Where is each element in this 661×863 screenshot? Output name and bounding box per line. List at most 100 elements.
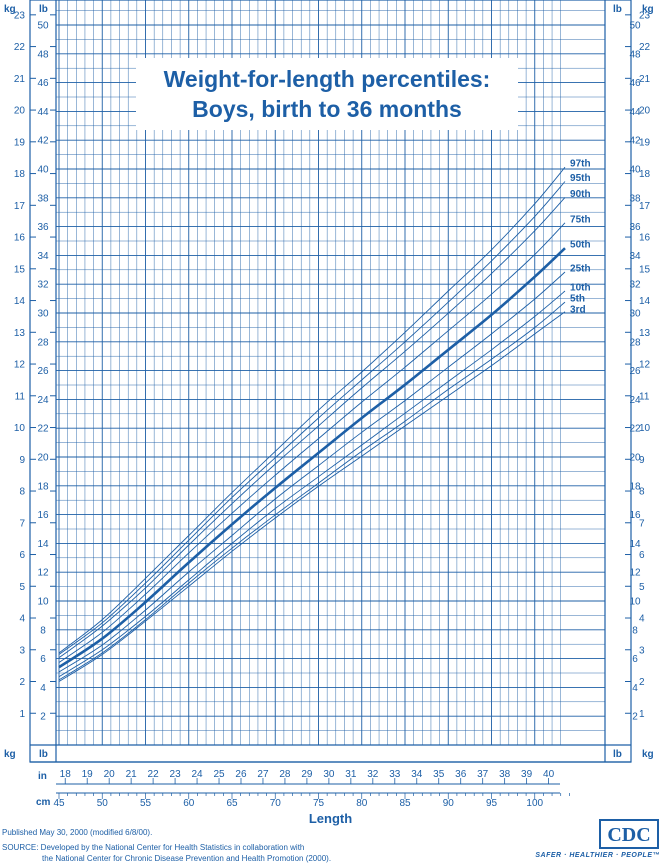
cm-tick-label: 55: [140, 798, 152, 809]
percentile-curve-5th: [58, 301, 566, 681]
kg-tick-label: 12: [14, 360, 26, 371]
lb-tick-label-left: 44: [37, 107, 49, 118]
percentile-label-5th: 5th: [570, 294, 585, 305]
lb-tick-label-right: 34: [629, 251, 641, 262]
kg-unit-bottom-left: kg: [4, 749, 16, 760]
kg-tick-label-right: 19: [639, 137, 651, 148]
cm-tick-label: 95: [486, 798, 498, 809]
kg-tick-label-right: 6: [639, 550, 645, 561]
in-tick-label: 31: [345, 769, 357, 780]
in-tick-label: 26: [235, 769, 247, 780]
in-tick-label: 32: [367, 769, 379, 780]
kg-tick-label-right: 17: [639, 201, 651, 212]
kg-tick-label-right: 1: [639, 709, 645, 720]
lb-tick-label-left: 6: [40, 654, 46, 665]
kg-tick-label-right: 14: [639, 296, 651, 307]
kg-tick-label: 7: [19, 518, 25, 529]
chart-title: Weight-for-length percentiles: Boys, bir…: [136, 58, 518, 130]
cm-tick-label: 85: [399, 798, 411, 809]
kg-tick-label-right: 9: [639, 455, 645, 466]
lb-tick-label-right: 48: [629, 49, 641, 60]
in-tick-label: 37: [477, 769, 489, 780]
kg-tick-label: 23: [14, 10, 26, 21]
kg-tick-label-right: 7: [639, 518, 645, 529]
percentile-label-25th: 25th: [570, 263, 591, 274]
percentile-label-97th: 97th: [570, 159, 591, 170]
kg-tick-label-right: 15: [639, 264, 651, 275]
lb-tick-label-left: 32: [37, 280, 49, 291]
lb-tick-label-left: 22: [37, 424, 49, 435]
lb-tick-label-left: 46: [37, 78, 49, 89]
lb-tick-label-right: 22: [629, 424, 641, 435]
kg-tick-label-right: 22: [639, 42, 651, 53]
kg-tick-label: 8: [19, 487, 25, 498]
in-tick-label: 21: [126, 769, 138, 780]
lb-tick-label-left: 34: [37, 251, 49, 262]
kg-tick-label-right: 8: [639, 487, 645, 498]
kg-unit-top-right: kg: [642, 4, 654, 15]
cm-unit-label: cm: [36, 797, 51, 808]
lb-tick-label-right: 20: [629, 453, 641, 464]
source-note-line-2: the National Center for Chronic Disease …: [42, 854, 332, 863]
in-tick-label: 40: [543, 769, 555, 780]
kg-unit-bottom-right: kg: [642, 749, 654, 760]
in-tick-label: 20: [104, 769, 116, 780]
lb-tick-label-right: 42: [629, 136, 641, 147]
lb-tick-label-right: 6: [632, 654, 638, 665]
in-tick-label: 30: [323, 769, 335, 780]
lb-tick-label-left: 36: [37, 222, 49, 233]
cdc-logo-text: CDC: [607, 824, 650, 846]
cm-tick-label: 75: [313, 798, 325, 809]
kg-tick-label: 9: [19, 455, 25, 466]
kg-tick-label: 17: [14, 201, 26, 212]
lb-unit-top-left: lb: [39, 4, 48, 15]
published-note: Published May 30, 2000 (modified 6/8/00)…: [2, 828, 153, 837]
kg-tick-label-right: 21: [639, 74, 651, 85]
lb-tick-label-left: 42: [37, 136, 49, 147]
percentile-curve-97th: [58, 166, 566, 654]
percentile-curve-25th: [58, 271, 566, 673]
percentile-curve-3rd: [58, 311, 566, 682]
kg-tick-label: 22: [14, 42, 26, 53]
in-tick-label: 34: [411, 769, 423, 780]
cm-tick-label: 90: [443, 798, 455, 809]
chart-title-line-1: Weight-for-length percentiles:: [163, 66, 491, 92]
kg-tick-label-right: 12: [639, 360, 651, 371]
lb-tick-label-left: 38: [37, 193, 49, 204]
percentile-label-50th: 50th: [570, 240, 591, 251]
kg-tick-label: 2: [19, 677, 25, 688]
lb-unit-bottom-right: lb: [613, 749, 622, 760]
lb-tick-label-right: 14: [629, 539, 641, 550]
lb-tick-label-right: 24: [629, 395, 641, 406]
kg-tick-label-right: 4: [639, 614, 645, 625]
lb-tick-label-right: 12: [629, 568, 641, 579]
in-tick-label: 27: [257, 769, 269, 780]
kg-tick-label-right: 3: [639, 645, 645, 656]
kg-tick-label: 1: [19, 709, 25, 720]
x-axis-label: Length: [308, 811, 353, 826]
kg-tick-label: 15: [14, 264, 26, 275]
in-tick-label: 29: [301, 769, 313, 780]
in-tick-label: 36: [455, 769, 467, 780]
kg-tick-label: 16: [14, 233, 26, 244]
lb-tick-label-left: 48: [37, 49, 49, 60]
cm-tick-label: 60: [183, 798, 195, 809]
in-tick-label: 24: [191, 769, 203, 780]
lb-tick-label-left: 30: [37, 309, 49, 320]
kg-tick-label: 20: [14, 106, 26, 117]
kg-tick-label-right: 10: [639, 423, 651, 434]
lb-tick-label-left: 24: [37, 395, 49, 406]
lb-tick-label-left: 16: [37, 510, 49, 521]
lb-tick-label-right: 16: [629, 510, 641, 521]
cm-tick-label: 70: [270, 798, 282, 809]
lb-tick-label-right: 10: [629, 597, 641, 608]
kg-tick-label-right: 2: [639, 677, 645, 688]
percentile-label-95th: 95th: [570, 173, 591, 184]
in-tick-label: 25: [213, 769, 225, 780]
lb-tick-label-left: 8: [40, 625, 46, 636]
lb-tick-label-right: 36: [629, 222, 641, 233]
lb-tick-label-left: 12: [37, 568, 49, 579]
percentile-label-75th: 75th: [570, 214, 591, 225]
kg-tick-label: 19: [14, 137, 26, 148]
